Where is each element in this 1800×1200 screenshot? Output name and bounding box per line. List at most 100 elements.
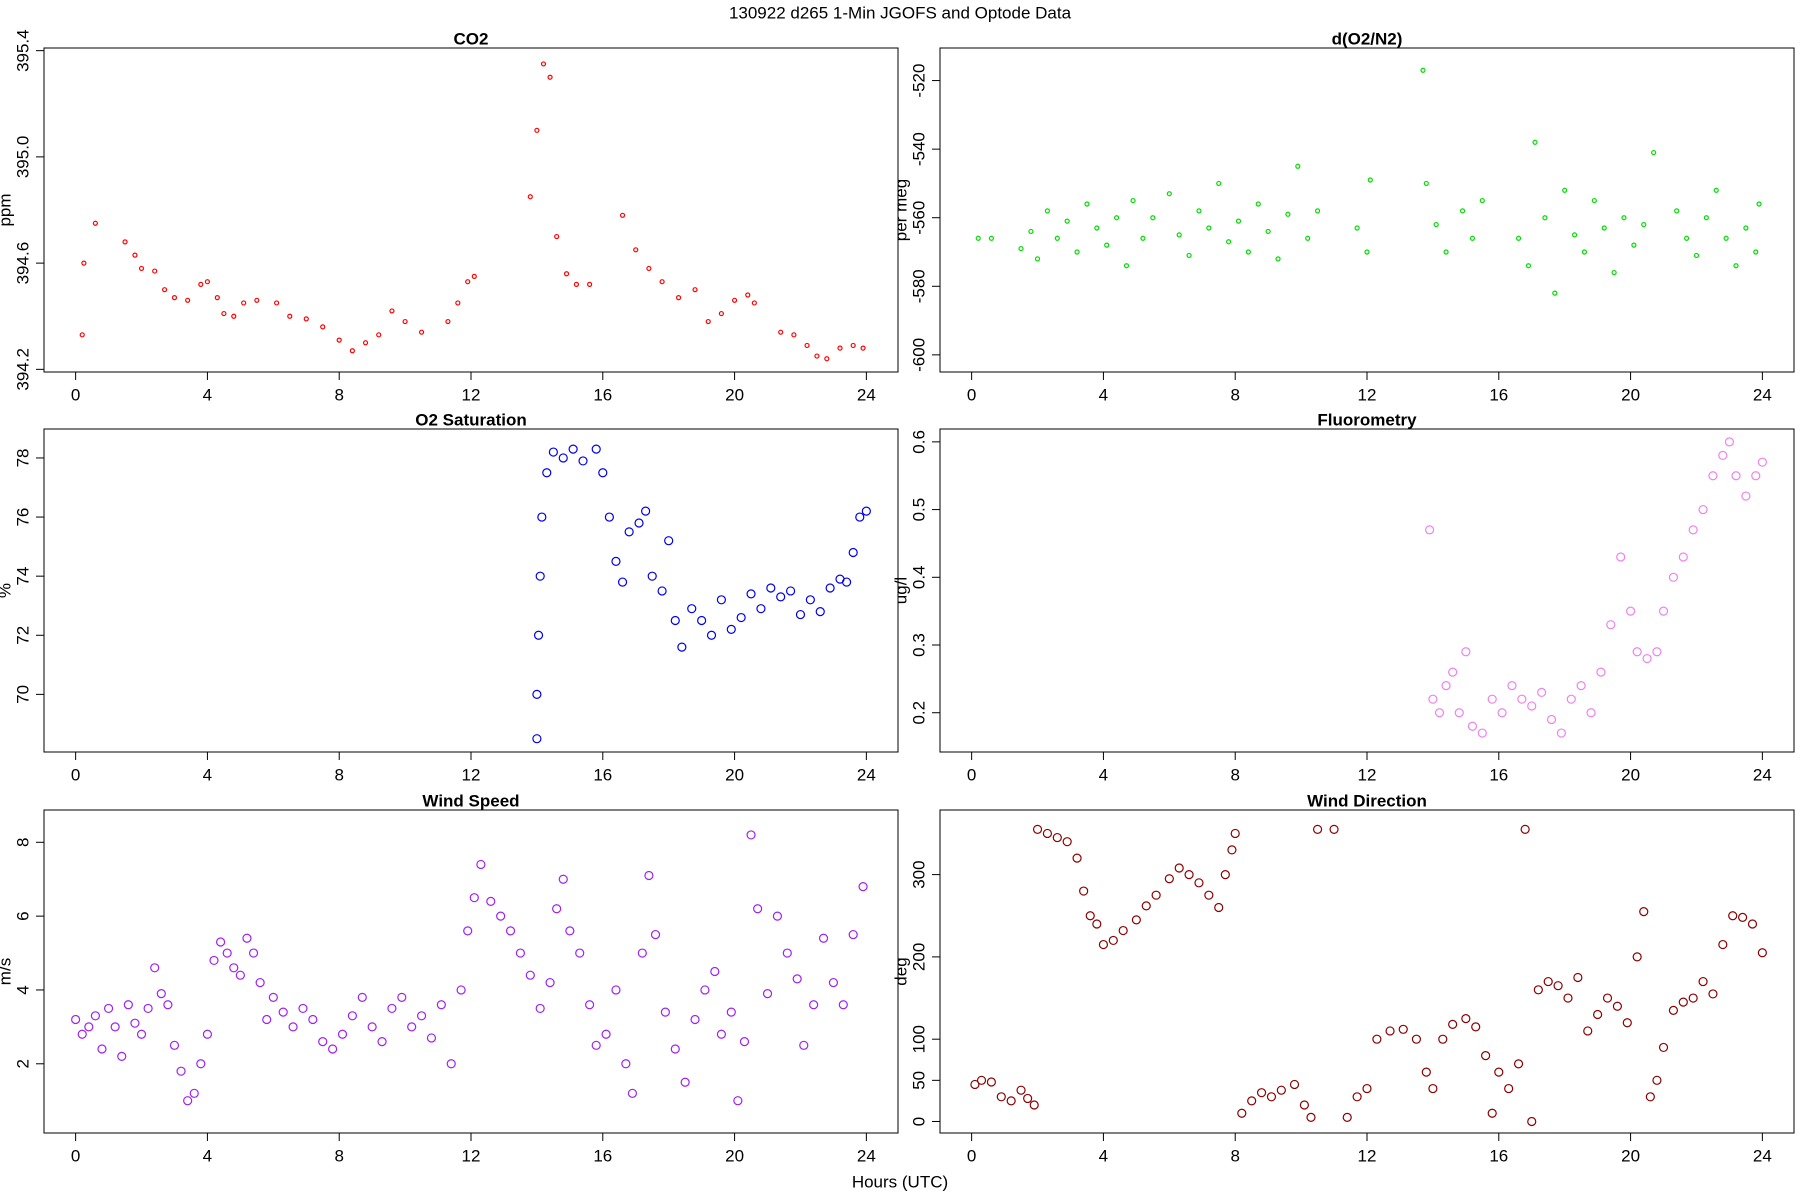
- data-point: [1275, 256, 1281, 262]
- data-point: [641, 506, 651, 516]
- data-point: [1606, 620, 1616, 630]
- data-point: [357, 992, 367, 1002]
- x-tick-label: 12: [462, 385, 481, 404]
- data-point: [1731, 471, 1741, 481]
- data-point: [1118, 925, 1128, 936]
- data-point: [1150, 215, 1156, 221]
- data-point: [824, 356, 830, 362]
- data-point: [287, 313, 293, 319]
- data-point: [633, 247, 639, 253]
- data-point: [204, 279, 211, 285]
- data-point: [563, 271, 570, 277]
- data-point: [659, 279, 665, 285]
- data-point: [1658, 606, 1669, 616]
- x-tick-label: 20: [1621, 765, 1640, 784]
- data-point: [1235, 218, 1242, 224]
- data-point: [675, 295, 682, 301]
- data-point: [815, 607, 825, 617]
- data-point: [1166, 191, 1172, 197]
- data-point: [1098, 939, 1109, 950]
- data-point: [1194, 878, 1204, 888]
- data-point: [617, 577, 628, 587]
- panel-title: d(O2/N2): [1332, 29, 1403, 48]
- data-point: [1718, 939, 1728, 950]
- data-point: [1481, 1051, 1491, 1061]
- data-point: [1527, 701, 1537, 711]
- x-tick-label: 16: [593, 765, 612, 784]
- data-point: [1757, 457, 1767, 467]
- data-point: [1532, 139, 1538, 145]
- data-point: [318, 1037, 328, 1047]
- data-point: [143, 1003, 153, 1014]
- data-point: [161, 287, 168, 293]
- data-point: [776, 592, 786, 602]
- data-point: [377, 1037, 387, 1047]
- data-point: [1214, 902, 1224, 913]
- y-tick-label: 2: [13, 1059, 32, 1068]
- data-point: [1688, 993, 1698, 1003]
- data-point: [496, 911, 506, 921]
- data-point: [731, 297, 738, 303]
- data-point: [455, 300, 461, 306]
- y-tick-label: -580: [909, 269, 928, 303]
- data-point: [1724, 437, 1735, 447]
- data-point: [1642, 653, 1652, 664]
- data-point: [1044, 208, 1051, 214]
- data-point: [336, 337, 342, 343]
- data-point: [687, 604, 697, 614]
- data-point: [122, 239, 128, 245]
- data-point: [214, 295, 220, 301]
- data-point: [1018, 245, 1024, 252]
- data-point: [515, 948, 526, 958]
- data-point: [416, 1011, 427, 1021]
- data-point: [1398, 1024, 1408, 1034]
- data-point: [198, 281, 204, 287]
- data-point: [1513, 1059, 1524, 1069]
- data-point: [975, 235, 981, 241]
- data-point: [535, 1003, 545, 1014]
- data-point: [1186, 252, 1192, 259]
- data-point: [171, 295, 178, 301]
- data-point: [756, 604, 766, 614]
- data-point: [1433, 221, 1439, 228]
- data-point: [150, 963, 160, 973]
- data-point: [130, 1018, 140, 1028]
- data-point: [1130, 197, 1136, 204]
- data-point: [1245, 249, 1251, 255]
- panel-title: Fluorometry: [1317, 410, 1417, 429]
- data-point: [532, 689, 542, 699]
- data-point: [298, 1003, 308, 1014]
- data-point: [418, 329, 425, 335]
- data-point: [791, 332, 797, 338]
- data-point: [92, 220, 98, 226]
- y-tick-label: 394.2: [13, 348, 32, 391]
- data-point: [1515, 235, 1522, 241]
- data-point: [1352, 1092, 1362, 1102]
- y-tick-label: 78: [13, 448, 32, 467]
- data-point: [255, 977, 265, 988]
- data-point: [123, 1000, 133, 1010]
- data-point: [1306, 1112, 1316, 1122]
- y-tick-label: 394.6: [13, 242, 32, 285]
- data-point: [1421, 1067, 1431, 1077]
- data-point: [818, 933, 829, 943]
- data-point: [746, 589, 756, 599]
- data-point: [402, 318, 408, 325]
- data-point: [1108, 935, 1118, 946]
- figure-title: 130922 d265 1-Min JGOFS and Optode Data: [729, 3, 1072, 22]
- data-point: [778, 329, 784, 335]
- data-point: [660, 1007, 670, 1017]
- data-point: [1196, 208, 1202, 214]
- data-point: [1593, 1009, 1603, 1020]
- data-point: [132, 252, 138, 258]
- data-point: [1023, 1093, 1033, 1104]
- data-point: [1504, 1083, 1514, 1094]
- data-point: [77, 1029, 87, 1039]
- data-point: [1289, 1079, 1300, 1090]
- data-point: [627, 1088, 638, 1098]
- data-point: [828, 977, 839, 988]
- data-point: [103, 1003, 114, 1014]
- data-point: [1494, 1067, 1504, 1077]
- data-point: [1141, 901, 1151, 911]
- data-point: [762, 989, 773, 999]
